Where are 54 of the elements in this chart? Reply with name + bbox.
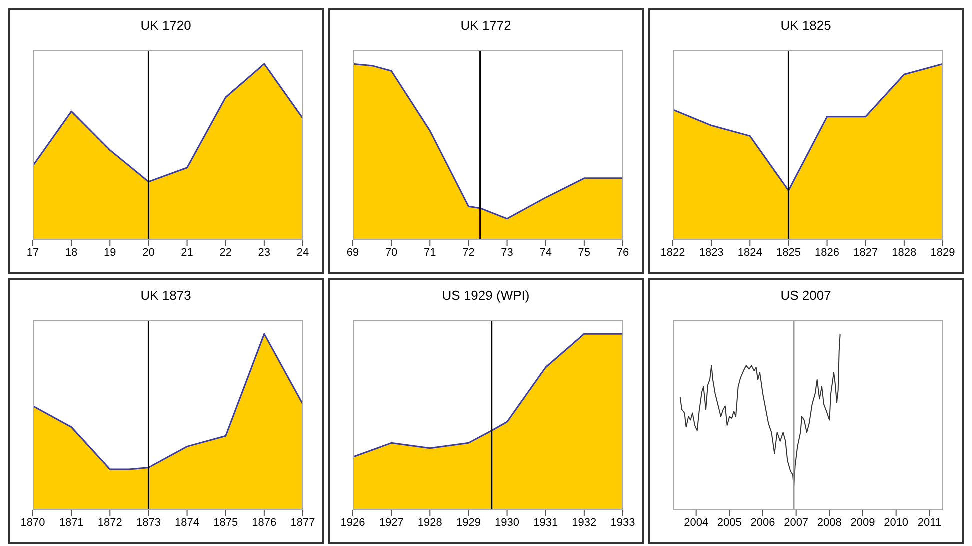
x-tick-label: 1926 xyxy=(340,516,366,529)
x-tick-label: 1875 xyxy=(214,516,238,529)
chart-title: UK 1873 xyxy=(140,288,192,303)
chart-title: UK 1772 xyxy=(460,18,512,33)
x-tick-label: 2004 xyxy=(684,516,709,529)
x-tick-label: 2008 xyxy=(817,516,842,529)
x-tick-label: 1823 xyxy=(699,246,724,259)
x-tick-label: 20 xyxy=(142,246,155,259)
x-tick-label: 72 xyxy=(462,246,475,259)
x-tick-label: 74 xyxy=(540,246,552,259)
x-tick-label: 1870 xyxy=(20,516,46,529)
x-tick-label: 1822 xyxy=(660,246,686,259)
x-tick-label: 21 xyxy=(181,246,194,259)
x-tick-label: 1827 xyxy=(854,246,878,259)
x-tick-label: 1825 xyxy=(776,246,801,259)
x-tick-label: 75 xyxy=(578,246,591,259)
x-tick-label: 1876 xyxy=(252,516,277,529)
x-tick-label: 2005 xyxy=(717,516,742,529)
x-tick-label: 1828 xyxy=(892,246,917,259)
x-tick-label: 1929 xyxy=(456,516,481,529)
x-tick-label: 1933 xyxy=(610,516,636,529)
chart-title: US 2007 xyxy=(780,288,832,303)
x-tick-label: 1829 xyxy=(930,246,956,259)
x-tick-label: 23 xyxy=(258,246,271,259)
x-tick-label: 69 xyxy=(346,246,360,259)
x-tick-label: 1877 xyxy=(290,516,316,529)
x-tick-label: 17 xyxy=(26,246,40,259)
x-tick-label: 24 xyxy=(296,246,310,259)
x-tick-label: 22 xyxy=(220,246,232,259)
x-tick-label: 2007 xyxy=(784,516,809,529)
x-tick-label: 2006 xyxy=(750,516,776,529)
x-tick-label: 1824 xyxy=(738,246,762,259)
x-tick-label: 18 xyxy=(65,246,78,259)
x-tick-label: 71 xyxy=(424,246,436,259)
x-tick-label: 2010 xyxy=(884,516,909,529)
x-tick-label: 1928 xyxy=(418,516,442,529)
x-tick-label: 1927 xyxy=(379,516,404,529)
x-tick-label: 1930 xyxy=(495,516,520,529)
x-tick-label: 1872 xyxy=(98,516,122,529)
x-tick-label: 70 xyxy=(385,246,398,259)
x-tick-label: 1931 xyxy=(534,516,558,529)
x-tick-label: 1932 xyxy=(572,516,597,529)
x-tick-label: 2009 xyxy=(850,516,876,529)
x-tick-label: 2011 xyxy=(918,516,942,529)
chart-title: US 1929 (WPI) xyxy=(441,288,531,303)
x-tick-label: 19 xyxy=(104,246,116,259)
chart-title: UK 1720 xyxy=(140,18,192,33)
x-tick-label: 1826 xyxy=(815,246,840,259)
x-tick-label: 76 xyxy=(616,246,630,259)
x-tick-label: 1871 xyxy=(59,516,84,529)
x-tick-label: 1873 xyxy=(136,516,161,529)
x-tick-label: 73 xyxy=(501,246,514,259)
x-tick-label: 1874 xyxy=(175,516,200,529)
chart-title: UK 1825 xyxy=(780,18,832,33)
